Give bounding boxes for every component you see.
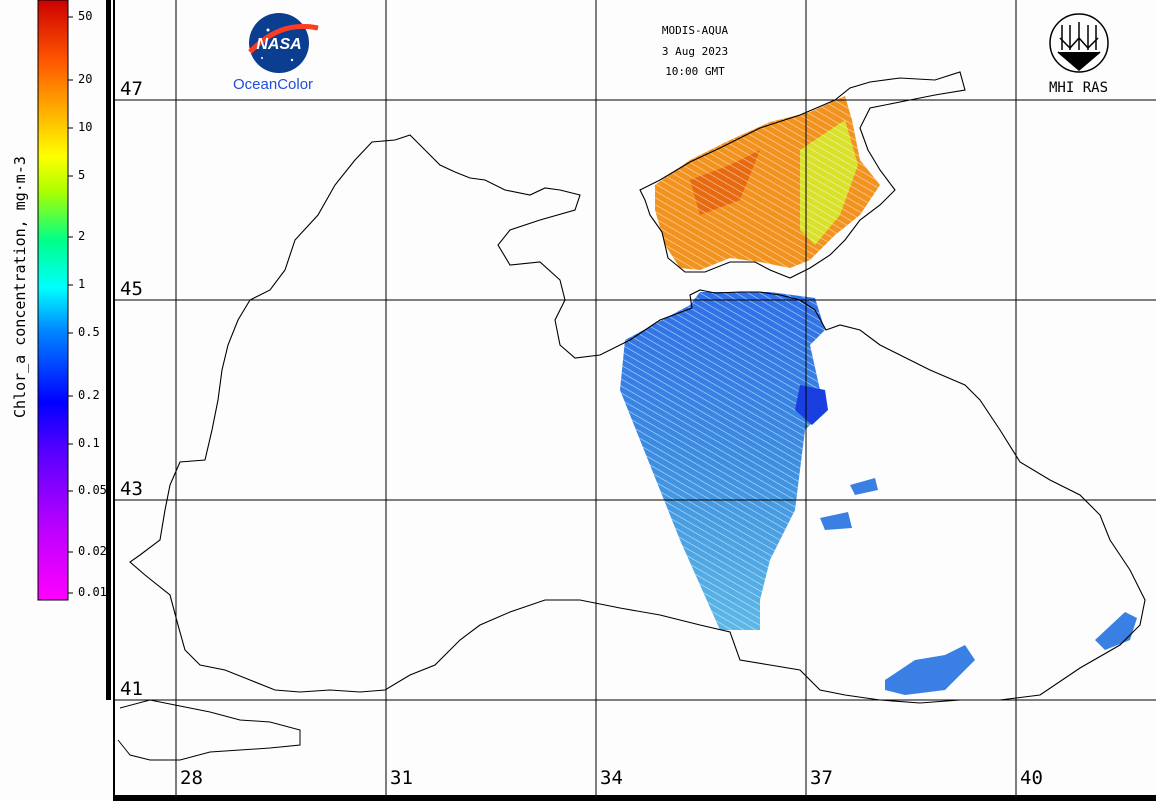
lon-label-37: 37 xyxy=(810,767,833,789)
colorbar-tick-label: 1 xyxy=(78,277,86,291)
colorbar-tick-label: 0.05 xyxy=(78,483,107,497)
date-label: 3 Aug 2023 xyxy=(661,45,729,58)
lon-label-28: 28 xyxy=(180,767,203,789)
east-patch-2 xyxy=(820,512,852,530)
colorbar-tick-label: 0.02 xyxy=(78,544,107,558)
colorbar-tick-label: 0.2 xyxy=(78,388,100,402)
azov-sea-coastline xyxy=(639,71,966,279)
left-border xyxy=(113,0,115,801)
marmara-coastline xyxy=(117,699,301,761)
colorbar-tick-label: 0.5 xyxy=(78,325,100,339)
colorbar-tick-label: 2 xyxy=(78,229,86,243)
time-label: 10:00 GMT xyxy=(665,65,725,78)
ocean-color-label: OceanColor xyxy=(233,76,314,93)
black-sea-coastline xyxy=(129,134,1146,704)
nasa-logo: NASA xyxy=(248,13,319,73)
southeast-patch xyxy=(1095,612,1137,650)
azov-scanlines xyxy=(655,96,880,270)
mhi-logo xyxy=(1049,13,1109,73)
colorbar-ticks xyxy=(68,16,73,594)
sensor-label: MODIS-AQUA xyxy=(661,24,729,37)
east-patch-1 xyxy=(850,478,878,495)
swath-scanlines xyxy=(620,292,825,630)
bottom-scale-bar xyxy=(113,795,1156,801)
lat-label-43: 43 xyxy=(120,478,143,500)
colorbar-tick-label: 10 xyxy=(78,120,93,134)
south-patch xyxy=(885,645,975,695)
lat-label-45: 45 xyxy=(120,278,143,300)
colorbar-tick-label: 5 xyxy=(78,168,86,182)
colorbar-tick-label: 0.1 xyxy=(78,436,100,450)
mhi-ras-label: MHI RAS xyxy=(1049,80,1109,96)
colorbar-title: Chlor_a concentration, mg·m-3 xyxy=(11,156,29,418)
lon-label-31: 31 xyxy=(390,767,413,789)
nasa-badge-text: NASA xyxy=(256,36,301,53)
graticule xyxy=(115,0,1156,795)
left-scale-bar xyxy=(106,0,111,700)
lon-label-40: 40 xyxy=(1020,767,1043,789)
colorbar-tick-label: 0.01 xyxy=(78,585,107,599)
colorbar-tick-label: 50 xyxy=(78,9,93,23)
colorbar xyxy=(37,0,69,601)
lat-label-41: 41 xyxy=(120,678,143,700)
colorbar-tick-label: 20 xyxy=(78,72,93,86)
lat-label-47: 47 xyxy=(120,78,143,100)
swath-deep-blue-patch xyxy=(795,385,828,425)
lon-label-34: 34 xyxy=(600,767,623,789)
